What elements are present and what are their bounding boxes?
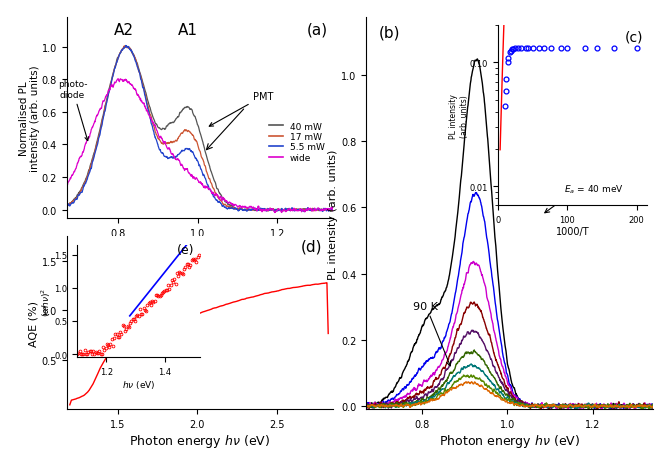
Text: A2: A2 [115,22,135,37]
Text: (d): (d) [300,239,322,254]
Text: 5 K: 5 K [545,173,602,213]
Text: (a): (a) [306,22,328,37]
Text: photo-
diode: photo- diode [58,80,89,142]
X-axis label: Photon energy $h\nu$ (eV): Photon energy $h\nu$ (eV) [439,432,580,449]
Text: 90 K: 90 K [414,301,451,366]
Text: (b): (b) [379,25,401,40]
Y-axis label: Normalised PL
intensity (arb. units): Normalised PL intensity (arb. units) [19,65,40,172]
Y-axis label: AQE (%): AQE (%) [29,300,39,346]
X-axis label: Photon energy $h\nu$ (eV): Photon energy $h\nu$ (eV) [129,432,270,449]
Text: A1: A1 [178,22,198,37]
Text: PMT: PMT [209,91,274,127]
Legend: 40 mW, 17 mW, 5.5 mW, wide: 40 mW, 17 mW, 5.5 mW, wide [266,119,328,166]
Y-axis label: PL intensity (arb. units): PL intensity (arb. units) [328,149,338,279]
